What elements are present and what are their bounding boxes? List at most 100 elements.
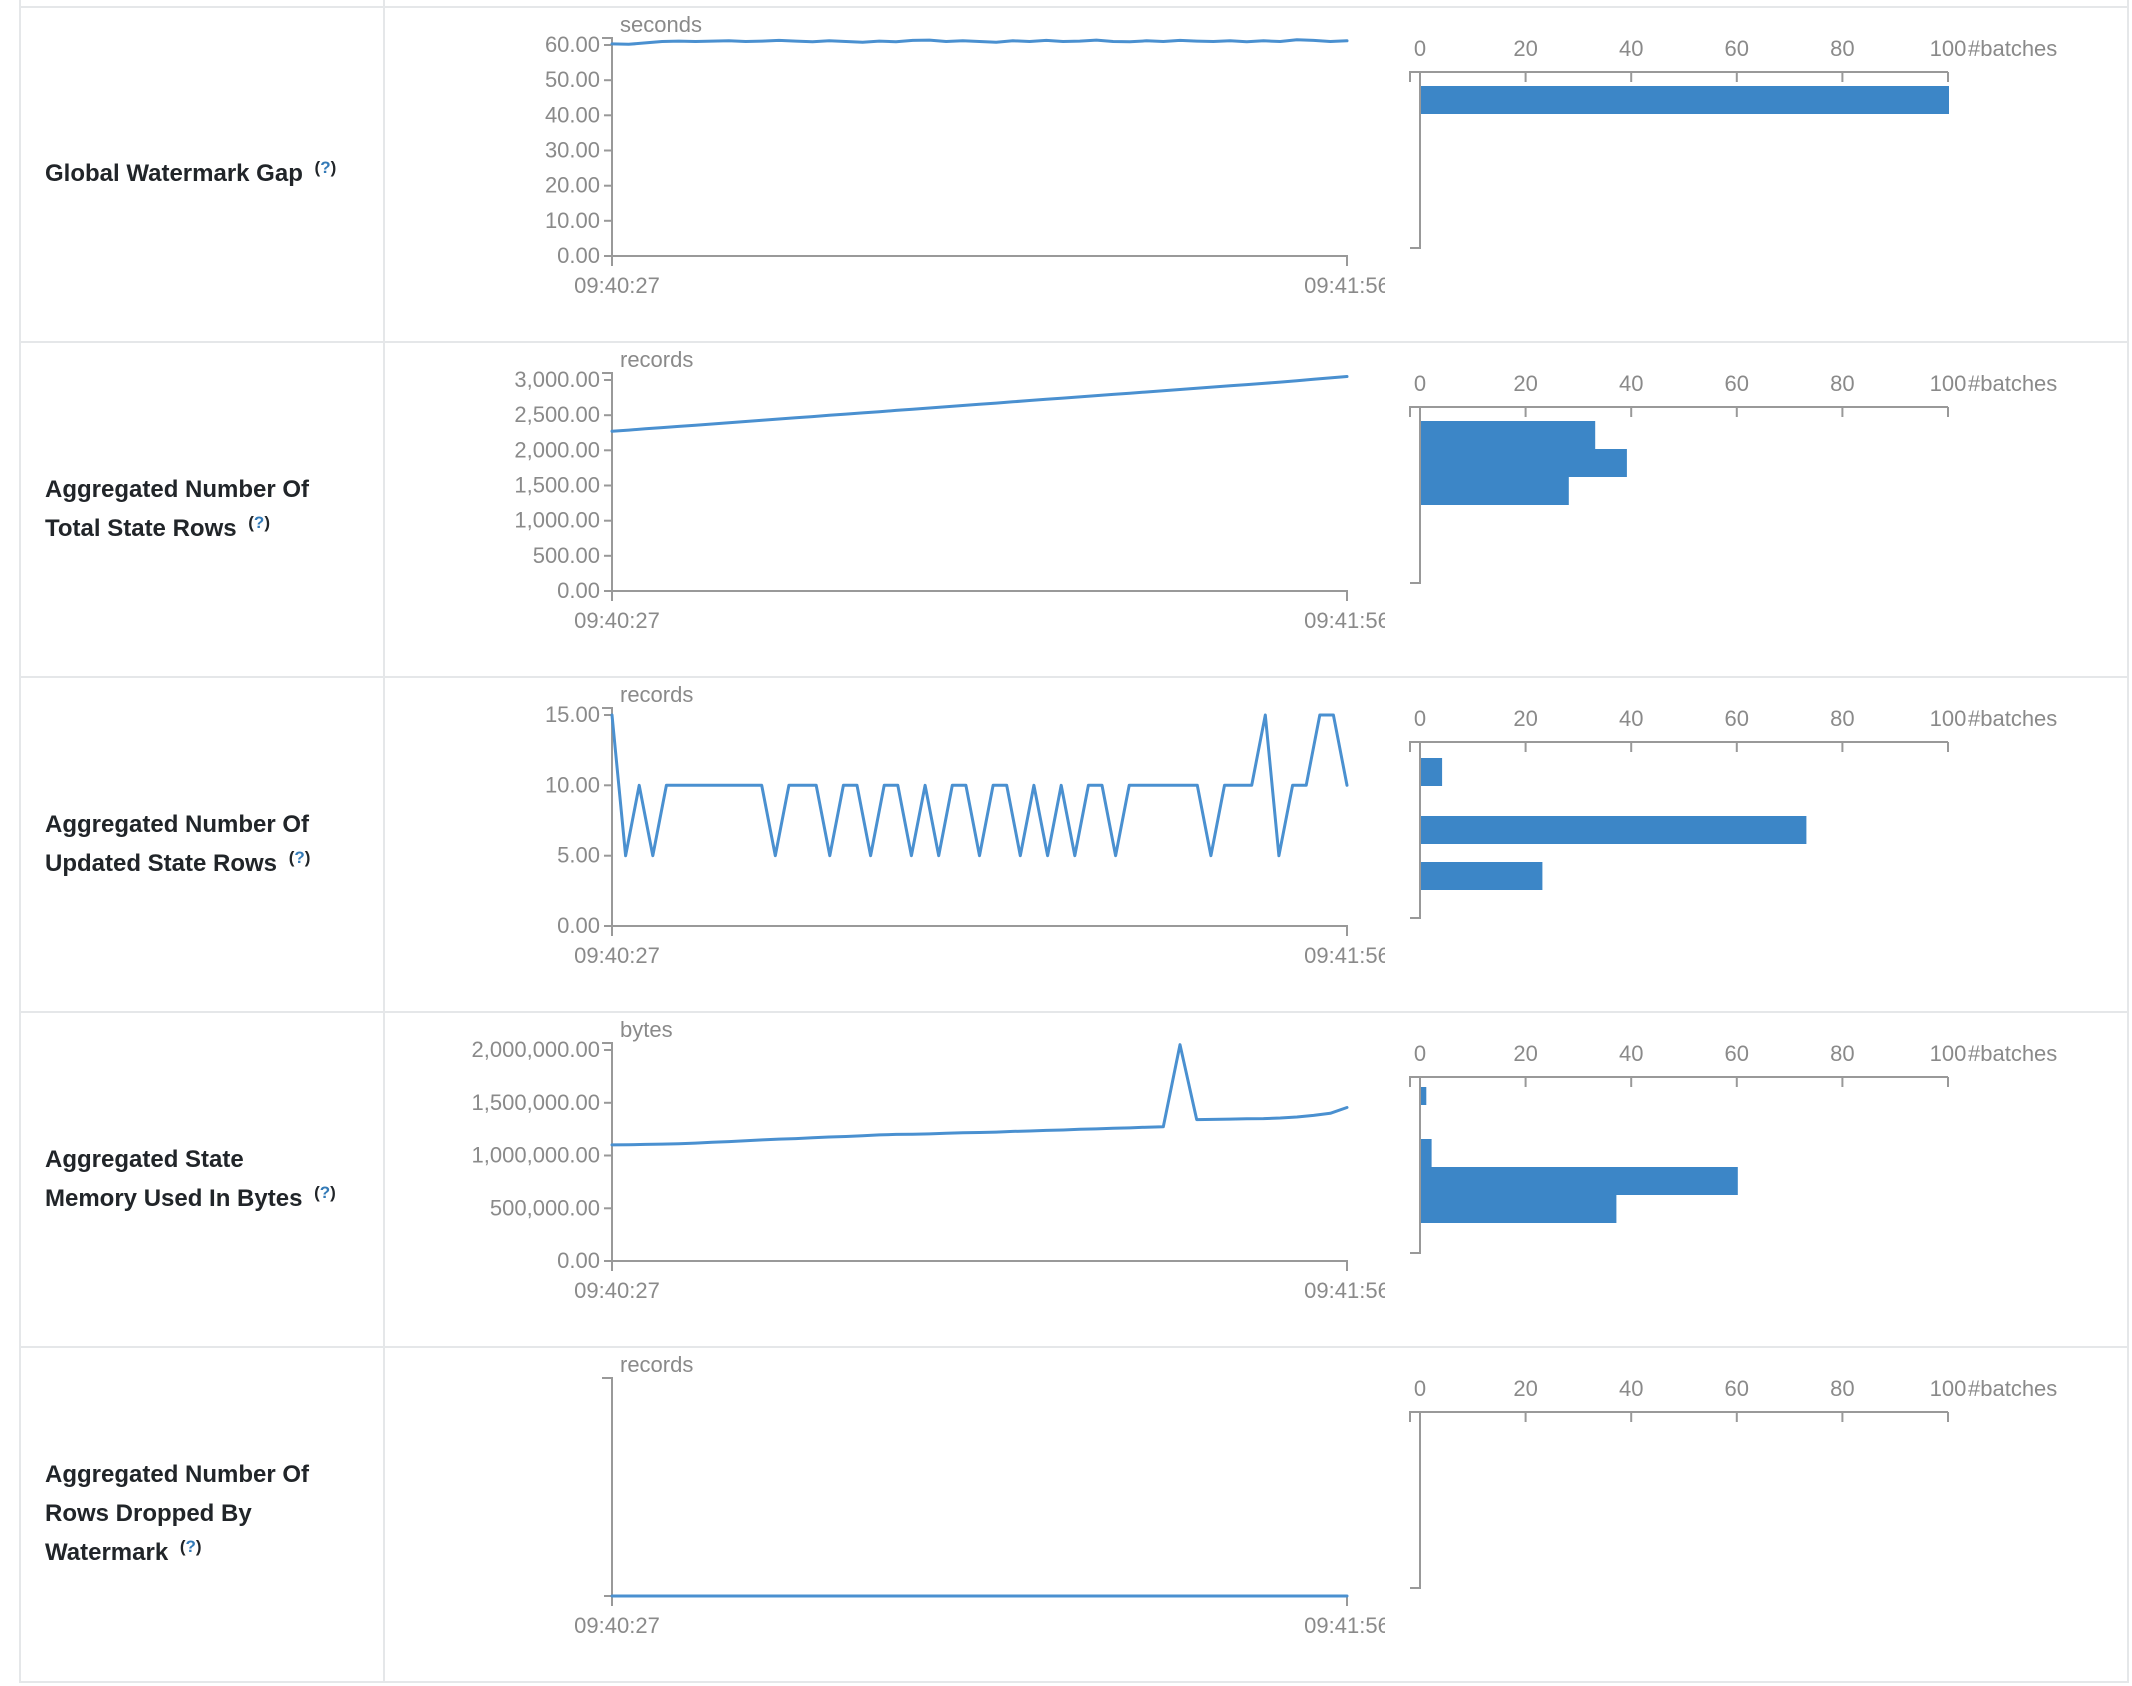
histogram-tick-label: 20: [1513, 706, 1537, 731]
metric-label-text: Aggregated State Memory Used In Bytes: [45, 1145, 310, 1212]
y-axis-line: [602, 1377, 613, 1596]
histogram-tick-label: 100: [1930, 1041, 1967, 1066]
histogram-bar: [1421, 862, 1543, 890]
sliver-chart-cell: [385, 0, 1385, 6]
histogram-chart-cell: 0 20 40 60 80 100 #batches: [1385, 343, 2127, 676]
x-axis-start-label: 09:40:27: [574, 943, 660, 968]
y-axis-tick-label: 60.00: [545, 32, 600, 57]
x-axis-start-label: 09:40:27: [574, 273, 660, 298]
histogram-x-axis-line: [1409, 741, 1948, 752]
sliver-histogram-cell: [1385, 0, 2127, 6]
y-axis-tick-label: 0.00: [557, 578, 600, 603]
histogram-tick-label: 100: [1930, 1376, 1967, 1401]
y-axis-tick-label: 2,000,000.00: [472, 1037, 600, 1062]
histogram-y-axis-line: [1410, 1077, 1421, 1254]
metric-row-aggregated-number-of-rows-dropped-by-watermark: Aggregated Number Of Rows Dropped By Wat…: [21, 1348, 2127, 1683]
histogram-bar: [1421, 1087, 1427, 1105]
batches-axis-label: #batches: [1968, 36, 2057, 61]
batches-axis-label: #batches: [1968, 706, 2057, 731]
x-axis-line: [611, 590, 1348, 601]
histogram-tick-label: 0: [1414, 36, 1426, 61]
histogram-y-axis-line: [1410, 407, 1421, 584]
unit-label: records: [620, 1352, 693, 1377]
histogram-tick-label: 80: [1830, 371, 1854, 396]
y-axis-tick-label: 3,000.00: [514, 367, 600, 392]
metric-row-aggregated-number-of-total-state-rows: Aggregated Number Of Total State Rows (?…: [21, 343, 2127, 678]
help-tooltip-icon[interactable]: (?): [314, 158, 337, 177]
x-axis-end-label: 09:41:56: [1304, 1613, 1385, 1638]
histogram-tick-label: 0: [1414, 706, 1426, 731]
timeline-chart-cell: records 15.00 10.00 5.00 0.00 09:40:27 09:41:5…: [385, 678, 1385, 1011]
histogram-y-axis-line: [1410, 72, 1421, 249]
batches-axis-label: #batches: [1968, 1376, 2057, 1401]
histogram-chart-cell: 0 20 40 60 80 100 #batches: [1385, 1013, 2127, 1346]
x-axis-end-label: 09:41:56: [1304, 608, 1385, 633]
unit-label: bytes: [620, 1017, 673, 1042]
histogram-chart: 0 20 40 60 80 100 #batches: [1409, 706, 2057, 919]
timeline-chart-cell: bytes 2,000,000.00 1,500,000.00 1,000,000.0…: [385, 1013, 1385, 1346]
histogram-tick-label: 60: [1725, 36, 1749, 61]
metric-label: Global Watermark Gap (?): [45, 154, 336, 195]
histogram-bar: [1421, 449, 1627, 477]
histogram-x-axis-line: [1409, 1076, 1948, 1087]
histogram-x-axis-line: [1409, 71, 1948, 82]
histogram-tick-label: 20: [1513, 36, 1537, 61]
y-axis-tick-label: 1,000.00: [514, 508, 600, 533]
y-axis-tick-label: 50.00: [545, 67, 600, 92]
histogram-bar: [1421, 758, 1443, 786]
histogram-bar: [1421, 816, 1807, 844]
histogram-y-axis-line: [1410, 742, 1421, 919]
histogram-tick-label: 0: [1414, 371, 1426, 396]
table-top-sliver-row: [21, 0, 2127, 8]
histogram-tick-label: 80: [1830, 706, 1854, 731]
histogram-tick-label: 100: [1930, 36, 1967, 61]
metric-label-cell: Aggregated Number Of Updated State Rows …: [21, 678, 385, 1011]
histogram-tick-label: 40: [1619, 706, 1643, 731]
y-axis-tick-label: 5.00: [557, 843, 600, 868]
timeline-chart: records 09:40:27 09:41:56: [574, 1352, 1385, 1638]
histogram-chart-cell: 0 20 40 60 80 100 #batches: [1385, 1348, 2127, 1681]
histogram-bar: [1421, 1195, 1617, 1223]
metric-label-text: Aggregated Number Of Total State Rows: [45, 475, 310, 542]
metric-row-global-watermark-gap: Global Watermark Gap (?) seconds 60.00 50.…: [21, 8, 2127, 343]
help-tooltip-icon[interactable]: (?): [314, 1182, 336, 1202]
y-axis-line: [602, 1042, 613, 1261]
histogram-tick-label: 60: [1725, 1041, 1749, 1066]
y-axis-tick-label: 10.00: [545, 772, 600, 797]
histogram-bar: [1421, 86, 1949, 114]
histogram-chart-cell: 0 20 40 60 80 100 #batches: [1385, 8, 2127, 341]
x-axis-line: [611, 255, 1348, 266]
x-axis-end-label: 09:41:56: [1304, 1278, 1385, 1303]
timeline-chart-cell: seconds 60.00 50.00 40.00 30.00 20.00 10.00 0.0…: [385, 8, 1385, 341]
y-axis-line: [602, 37, 613, 256]
metric-label-text: Aggregated Number Of Rows Dropped By Wat…: [45, 1461, 310, 1566]
histogram-tick-label: 100: [1930, 706, 1967, 731]
help-tooltip-icon[interactable]: (?): [248, 512, 270, 532]
metric-row-aggregated-number-of-updated-state-rows: Aggregated Number Of Updated State Rows …: [21, 678, 2127, 1013]
timeline-chart: records 15.00 10.00 5.00 0.00 09:40:27 09:41:5…: [545, 682, 1385, 968]
y-axis-tick-label: 2,000.00: [514, 437, 600, 462]
y-axis-tick-label: 30.00: [545, 138, 600, 163]
y-axis-line: [602, 707, 613, 926]
histogram-tick-label: 80: [1830, 36, 1854, 61]
batches-axis-label: #batches: [1968, 1041, 2057, 1066]
y-axis-tick-label: 15.00: [545, 702, 600, 727]
histogram-y-axis-line: [1410, 1412, 1421, 1589]
histogram-tick-label: 100: [1930, 371, 1967, 396]
y-axis-tick-label: 1,500,000.00: [472, 1090, 600, 1115]
y-axis-tick-label: 500.00: [533, 543, 600, 568]
histogram-tick-label: 40: [1619, 371, 1643, 396]
histogram-tick-label: 0: [1414, 1041, 1426, 1066]
histogram-tick-label: 40: [1619, 1041, 1643, 1066]
x-axis-start-label: 09:40:27: [574, 1278, 660, 1303]
y-axis-tick-label: 2,500.00: [514, 402, 600, 427]
y-axis-line: [602, 372, 613, 591]
histogram-x-axis-line: [1409, 1411, 1948, 1422]
help-tooltip-icon[interactable]: (?): [179, 1537, 202, 1556]
timeline-chart-cell: records 09:40:27 09:41:56: [385, 1348, 1385, 1681]
histogram-chart: 0 20 40 60 80 100 #batches: [1409, 36, 2057, 249]
metric-label-cell: Aggregated State Memory Used In Bytes (?…: [21, 1013, 385, 1346]
histogram-tick-label: 60: [1725, 706, 1749, 731]
timeline-line: [610, 1043, 1349, 1147]
help-tooltip-icon[interactable]: (?): [288, 847, 311, 867]
